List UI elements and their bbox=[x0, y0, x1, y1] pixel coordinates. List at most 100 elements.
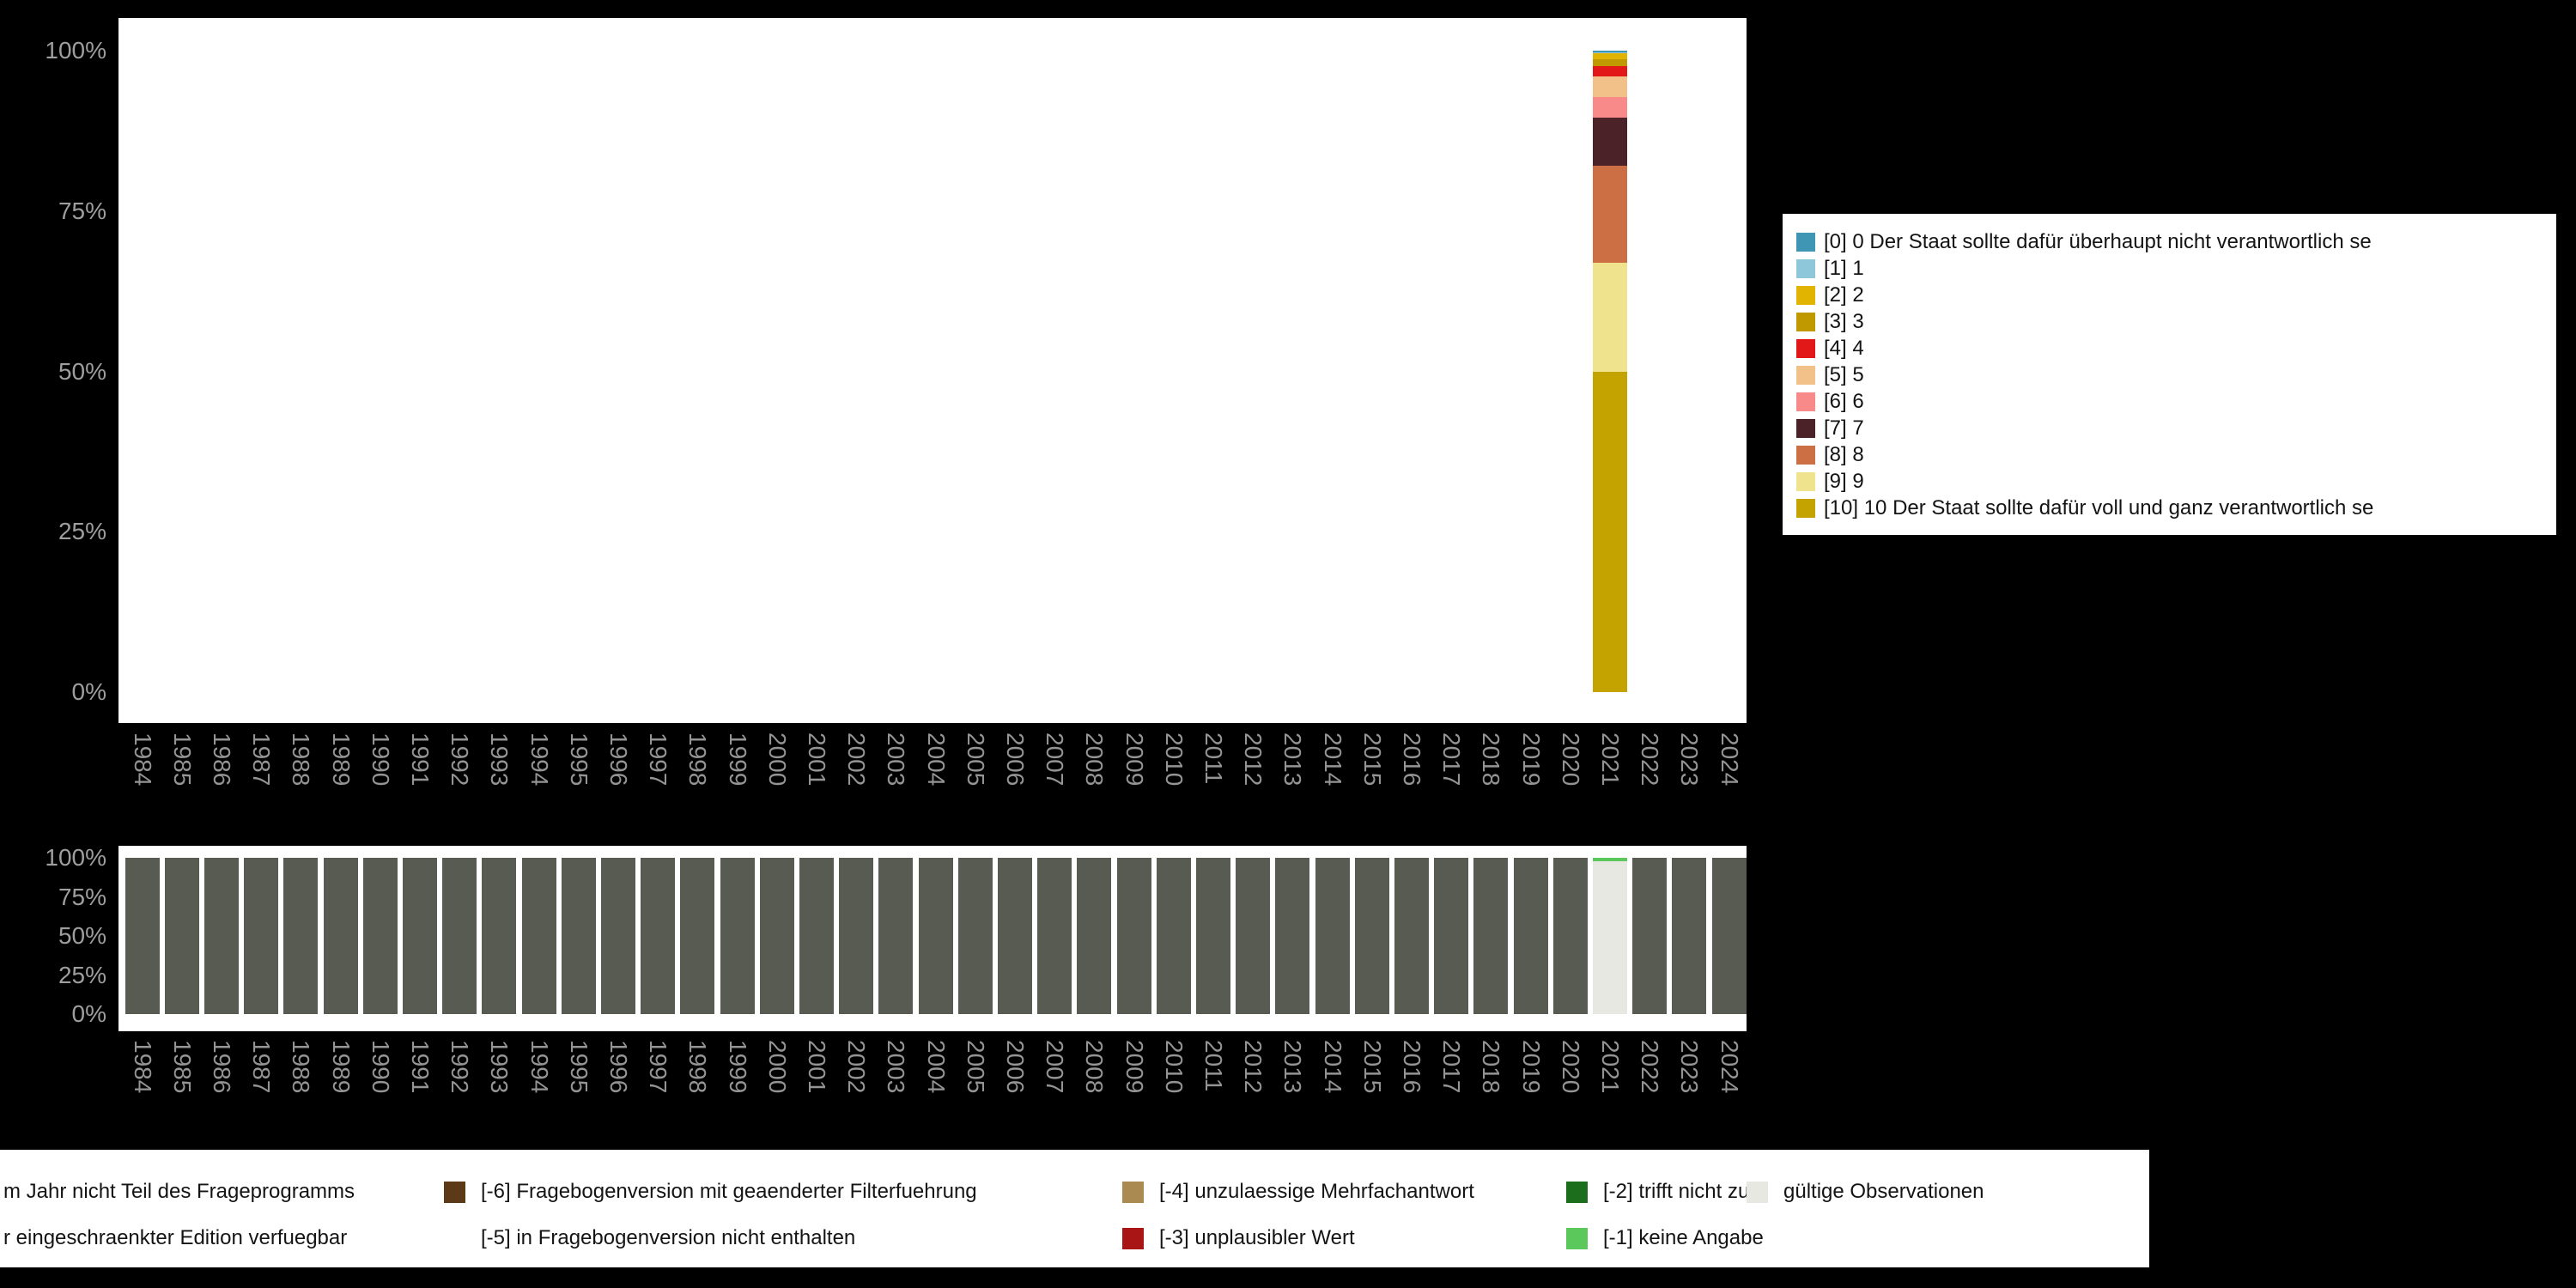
stacked-bar-1999[interactable] bbox=[720, 858, 755, 1014]
bar-segment[interactable] bbox=[1473, 858, 1509, 1014]
legend-item[interactable]: [4] 4 bbox=[1796, 335, 2543, 361]
bar-segment[interactable] bbox=[1593, 52, 1627, 53]
bar-segment[interactable] bbox=[1354, 858, 1389, 1014]
stacked-bar-1985[interactable] bbox=[164, 858, 199, 1014]
stacked-bar-2007[interactable] bbox=[1037, 858, 1072, 1014]
bar-segment[interactable] bbox=[561, 858, 596, 1014]
bar-segment[interactable] bbox=[1593, 858, 1627, 861]
stacked-bar-2011[interactable] bbox=[1196, 858, 1230, 1014]
stacked-bar-1994[interactable] bbox=[521, 858, 556, 1014]
bar-segment[interactable] bbox=[521, 858, 556, 1014]
bar-segment[interactable] bbox=[1196, 858, 1230, 1014]
stacked-bar-1986[interactable] bbox=[204, 858, 239, 1014]
legend-item[interactable]: [7] 7 bbox=[1796, 415, 2543, 441]
bar-segment[interactable] bbox=[1077, 858, 1112, 1014]
stacked-bar-1988[interactable] bbox=[283, 858, 319, 1014]
bar-segment[interactable] bbox=[1593, 53, 1627, 60]
bar-segment[interactable] bbox=[1593, 262, 1627, 372]
stacked-bar-2020[interactable] bbox=[1552, 858, 1588, 1014]
stacked-bar-1989[interactable] bbox=[323, 858, 358, 1014]
stacked-bar-2008[interactable] bbox=[1077, 858, 1112, 1014]
bar-segment[interactable] bbox=[1037, 858, 1072, 1014]
stacked-bar-1984[interactable] bbox=[125, 858, 160, 1014]
bar-segment[interactable] bbox=[1315, 858, 1350, 1014]
bar-segment[interactable] bbox=[125, 858, 160, 1014]
legend-item[interactable]: [2] 2 bbox=[1796, 282, 2543, 308]
bar-segment[interactable] bbox=[1593, 59, 1627, 66]
bar-segment[interactable] bbox=[1711, 858, 1747, 1014]
stacked-bar-1991[interactable] bbox=[403, 858, 437, 1014]
bar-segment[interactable] bbox=[482, 858, 517, 1014]
bar-segment[interactable] bbox=[957, 858, 993, 1014]
bar-segment[interactable] bbox=[1593, 51, 1627, 52]
stacked-bar-1987[interactable] bbox=[244, 858, 279, 1014]
stacked-bar-2010[interactable] bbox=[1156, 858, 1191, 1014]
legend-item[interactable]: [10] 10 Der Staat sollte dafür voll und … bbox=[1796, 495, 2543, 521]
legend-item[interactable]: [5] 5 bbox=[1796, 361, 2543, 388]
bar-segment[interactable] bbox=[1236, 858, 1271, 1014]
stacked-bar-1996[interactable] bbox=[601, 858, 635, 1014]
bar-segment[interactable] bbox=[1156, 858, 1191, 1014]
legend-item[interactable]: [6] 6 bbox=[1796, 388, 2543, 415]
bar-segment[interactable] bbox=[1593, 371, 1627, 692]
bar-segment[interactable] bbox=[244, 858, 279, 1014]
legend-item[interactable]: [8] 8 bbox=[1796, 441, 2543, 468]
stacked-bar-2021[interactable] bbox=[1593, 858, 1627, 1014]
bar-segment[interactable] bbox=[799, 858, 834, 1014]
stacked-bar-1992[interactable] bbox=[442, 858, 477, 1014]
stacked-bar-1990[interactable] bbox=[362, 858, 398, 1014]
bar-segment[interactable] bbox=[164, 858, 199, 1014]
bar-segment[interactable] bbox=[918, 858, 953, 1014]
bar-segment[interactable] bbox=[878, 858, 914, 1014]
bar-segment[interactable] bbox=[1632, 858, 1668, 1014]
bar-segment[interactable] bbox=[1593, 76, 1627, 97]
stacked-bar-2012[interactable] bbox=[1236, 858, 1271, 1014]
bar-segment[interactable] bbox=[720, 858, 755, 1014]
stacked-bar-2022[interactable] bbox=[1632, 858, 1668, 1014]
bar-segment[interactable] bbox=[601, 858, 635, 1014]
bar-segment[interactable] bbox=[283, 858, 319, 1014]
bar-segment[interactable] bbox=[759, 858, 794, 1014]
bar-segment[interactable] bbox=[403, 858, 437, 1014]
bar-segment[interactable] bbox=[641, 858, 676, 1014]
bar-segment[interactable] bbox=[1593, 65, 1627, 76]
bar-segment[interactable] bbox=[839, 858, 874, 1014]
stacked-bar-2005[interactable] bbox=[957, 858, 993, 1014]
stacked-bar-2001[interactable] bbox=[799, 858, 834, 1014]
legend-item[interactable]: [9] 9 bbox=[1796, 468, 2543, 495]
bar-segment[interactable] bbox=[1593, 96, 1627, 118]
stacked-bar-2016[interactable] bbox=[1394, 858, 1429, 1014]
bar-segment[interactable] bbox=[442, 858, 477, 1014]
bar-segment[interactable] bbox=[1593, 166, 1627, 263]
stacked-bar-2002[interactable] bbox=[839, 858, 874, 1014]
bar-segment[interactable] bbox=[1513, 858, 1548, 1014]
bar-segment[interactable] bbox=[1394, 858, 1429, 1014]
stacked-bar-2013[interactable] bbox=[1275, 858, 1310, 1014]
bar-segment[interactable] bbox=[1672, 858, 1707, 1014]
stacked-bar-2014[interactable] bbox=[1315, 858, 1350, 1014]
stacked-bar-2015[interactable] bbox=[1354, 858, 1389, 1014]
stacked-bar-2019[interactable] bbox=[1513, 858, 1548, 1014]
bar-segment[interactable] bbox=[998, 858, 1032, 1014]
bar-segment[interactable] bbox=[1552, 858, 1588, 1014]
bar-segment[interactable] bbox=[1593, 118, 1627, 167]
bar-segment[interactable] bbox=[362, 858, 398, 1014]
bar-segment[interactable] bbox=[1434, 858, 1469, 1014]
stacked-bar-1995[interactable] bbox=[561, 858, 596, 1014]
bar-segment[interactable] bbox=[204, 858, 239, 1014]
legend-item[interactable]: [0] 0 Der Staat sollte dafür überhaupt n… bbox=[1796, 228, 2543, 255]
legend-item[interactable]: [1] 1 bbox=[1796, 255, 2543, 282]
bar-segment[interactable] bbox=[323, 858, 358, 1014]
legend-item[interactable]: [3] 3 bbox=[1796, 308, 2543, 335]
stacked-bar-1998[interactable] bbox=[680, 858, 715, 1014]
stacked-bar-2018[interactable] bbox=[1473, 858, 1509, 1014]
stacked-bar-2006[interactable] bbox=[998, 858, 1032, 1014]
bar-segment[interactable] bbox=[680, 858, 715, 1014]
stacked-bar-2021[interactable] bbox=[1593, 51, 1627, 692]
stacked-bar-2009[interactable] bbox=[1116, 858, 1151, 1014]
stacked-bar-2024[interactable] bbox=[1711, 858, 1747, 1014]
stacked-bar-2023[interactable] bbox=[1672, 858, 1707, 1014]
stacked-bar-2017[interactable] bbox=[1434, 858, 1469, 1014]
stacked-bar-2000[interactable] bbox=[759, 858, 794, 1014]
stacked-bar-1993[interactable] bbox=[482, 858, 517, 1014]
